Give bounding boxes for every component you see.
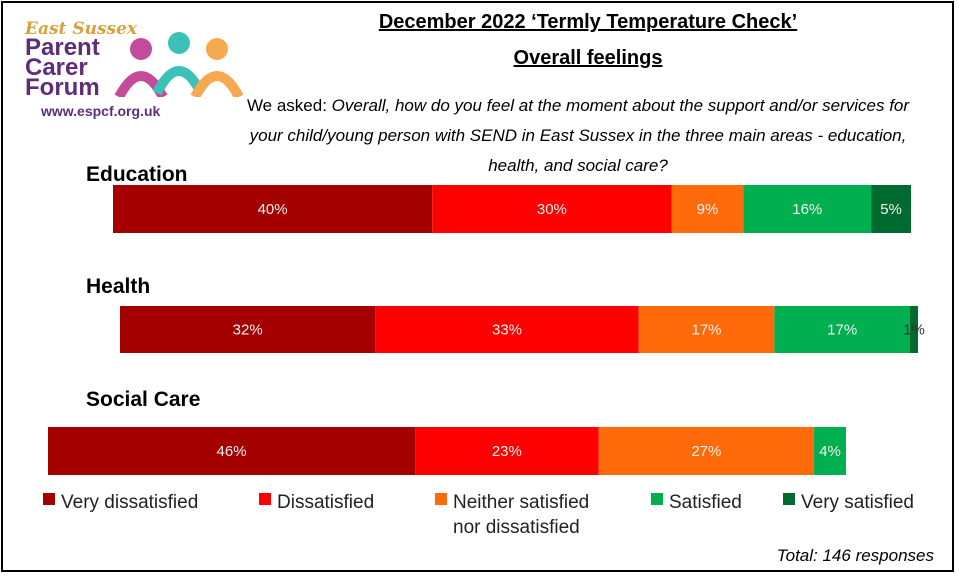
legend-label: Satisfied bbox=[669, 492, 742, 513]
data-label-health-satisfied: 17% bbox=[827, 322, 857, 339]
category-label-education: Education bbox=[86, 163, 188, 186]
data-label-education-dissatisfied: 30% bbox=[537, 201, 567, 218]
category-label-social-care: Social Care bbox=[86, 388, 201, 411]
legend-swatch bbox=[43, 493, 55, 505]
bar-education-satisfied bbox=[743, 185, 872, 233]
data-label-social-care-very-dissatisfied: 46% bbox=[217, 443, 247, 460]
category-label-health: Health bbox=[86, 275, 151, 298]
question-prefix: We asked: bbox=[246, 96, 332, 115]
legend-swatch bbox=[259, 493, 271, 505]
bar-social-care-very-dissatisfied bbox=[48, 427, 416, 475]
legend-label: Dissatisfied bbox=[277, 492, 375, 513]
bar-social-care-neither-satisfied-nor-dissatisfied bbox=[598, 427, 815, 475]
bar-education-neither-satisfied-nor-dissatisfied bbox=[671, 185, 744, 233]
data-label-education-very-satisfied: 5% bbox=[880, 201, 902, 218]
bar-health-satisfied bbox=[774, 306, 911, 353]
bar-health-dissatisfied bbox=[375, 306, 639, 353]
espcf-logo: East Sussex Parent Carer Forum www.espcf… bbox=[21, 15, 251, 125]
data-label-health-very-dissatisfied: 32% bbox=[233, 322, 263, 339]
survey-question: We asked: Overall, how do you feel at th… bbox=[233, 91, 923, 181]
data-label-health-very-satisfied: 1% bbox=[903, 322, 925, 339]
data-label-health-dissatisfied: 33% bbox=[492, 322, 522, 339]
total-responses: Total: 146 responses bbox=[776, 546, 934, 565]
bar-education-dissatisfied bbox=[432, 185, 672, 233]
logo-line-1: East Sussex bbox=[25, 19, 138, 39]
logo-people-icon bbox=[114, 32, 244, 97]
bar-health-very-dissatisfied bbox=[120, 306, 376, 353]
logo-line-4: Forum bbox=[25, 74, 100, 101]
bar-education-very-satisfied bbox=[871, 185, 911, 233]
question-text: Overall, how do you feel at the moment a… bbox=[249, 96, 910, 175]
data-label-education-satisfied: 16% bbox=[792, 201, 822, 218]
data-label-education-neither-satisfied-nor-dissatisfied: 9% bbox=[697, 201, 719, 218]
legend-swatch bbox=[783, 493, 795, 505]
legend-label: Very dissatisfied bbox=[61, 492, 199, 513]
data-label-social-care-neither-satisfied-nor-dissatisfied: 27% bbox=[691, 443, 721, 460]
data-label-health-neither-satisfied-nor-dissatisfied: 17% bbox=[692, 322, 722, 339]
legend-swatch bbox=[435, 493, 447, 505]
page-subtitle: Overall feelings bbox=[513, 47, 663, 69]
bar-education-very-dissatisfied bbox=[113, 185, 433, 233]
bar-social-care-dissatisfied bbox=[415, 427, 599, 475]
legend-label-line-2: nor dissatisfied bbox=[453, 517, 580, 538]
legend-swatch bbox=[651, 493, 663, 505]
logo-line-2: Parent bbox=[25, 34, 100, 61]
data-label-social-care-dissatisfied: 23% bbox=[492, 443, 522, 460]
logo-url: www.espcf.org.uk bbox=[41, 103, 161, 119]
legend-label: Neither satisfied bbox=[453, 492, 590, 513]
bar-social-care-satisfied bbox=[814, 427, 846, 475]
bar-health-neither-satisfied-nor-dissatisfied bbox=[638, 306, 775, 353]
bar-health-very-satisfied bbox=[910, 306, 918, 353]
legend-label: Very satisfied bbox=[801, 492, 914, 513]
logo-line-3: Carer bbox=[25, 54, 88, 81]
data-label-social-care-satisfied: 4% bbox=[819, 443, 841, 460]
page-title: December 2022 ‘Termly Temperature Check’ bbox=[378, 11, 798, 33]
data-label-education-very-dissatisfied: 40% bbox=[258, 201, 288, 218]
